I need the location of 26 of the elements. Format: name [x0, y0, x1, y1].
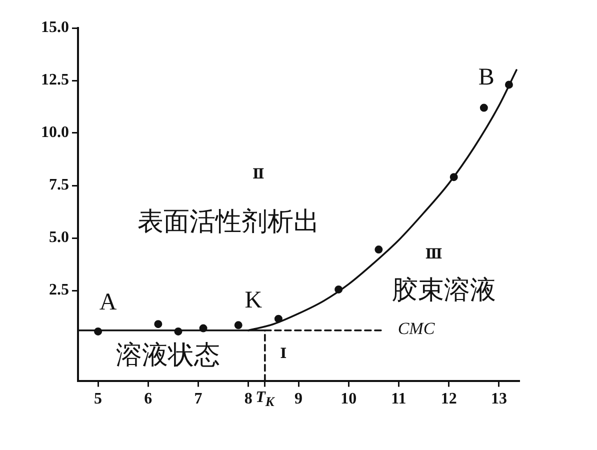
annotation: Ⅰ — [280, 346, 287, 362]
annotation: Ⅲ — [425, 246, 442, 262]
x-tick-label: T$_{K}$ — [256, 388, 274, 410]
y-tick-label: 7.5 — [49, 176, 69, 194]
annotation: 表面活性剂析出 — [137, 207, 320, 238]
y-tick-label: 2.5 — [49, 282, 69, 299]
x-tick-label: 5 — [94, 390, 102, 408]
x-tick-label: 11 — [391, 390, 406, 408]
x-tick-label: 10 — [340, 390, 357, 408]
annotation: A — [99, 289, 118, 316]
y-tick-label: 15.0 — [41, 19, 69, 36]
y-tick-label: 5.0 — [49, 229, 69, 246]
x-tick-label: 8 — [244, 390, 252, 408]
annotation: CMC — [398, 318, 436, 338]
x-tick-label: 6 — [144, 390, 152, 408]
x-tick-label: 9 — [294, 390, 302, 408]
x-tick-label: 12 — [440, 390, 457, 408]
x-tick-label: 13 — [490, 390, 507, 408]
y-tick-label: 12.5 — [41, 72, 69, 89]
annotation: B — [478, 64, 494, 91]
x-tick-label: 7 — [194, 390, 202, 408]
annotation: 溶液状态 — [116, 340, 220, 370]
annotation: Ⅱ — [252, 166, 265, 183]
annotation: K — [244, 287, 263, 314]
annotation: 胶束溶液 — [392, 275, 496, 306]
y-tick-label: 10.0 — [41, 124, 69, 142]
